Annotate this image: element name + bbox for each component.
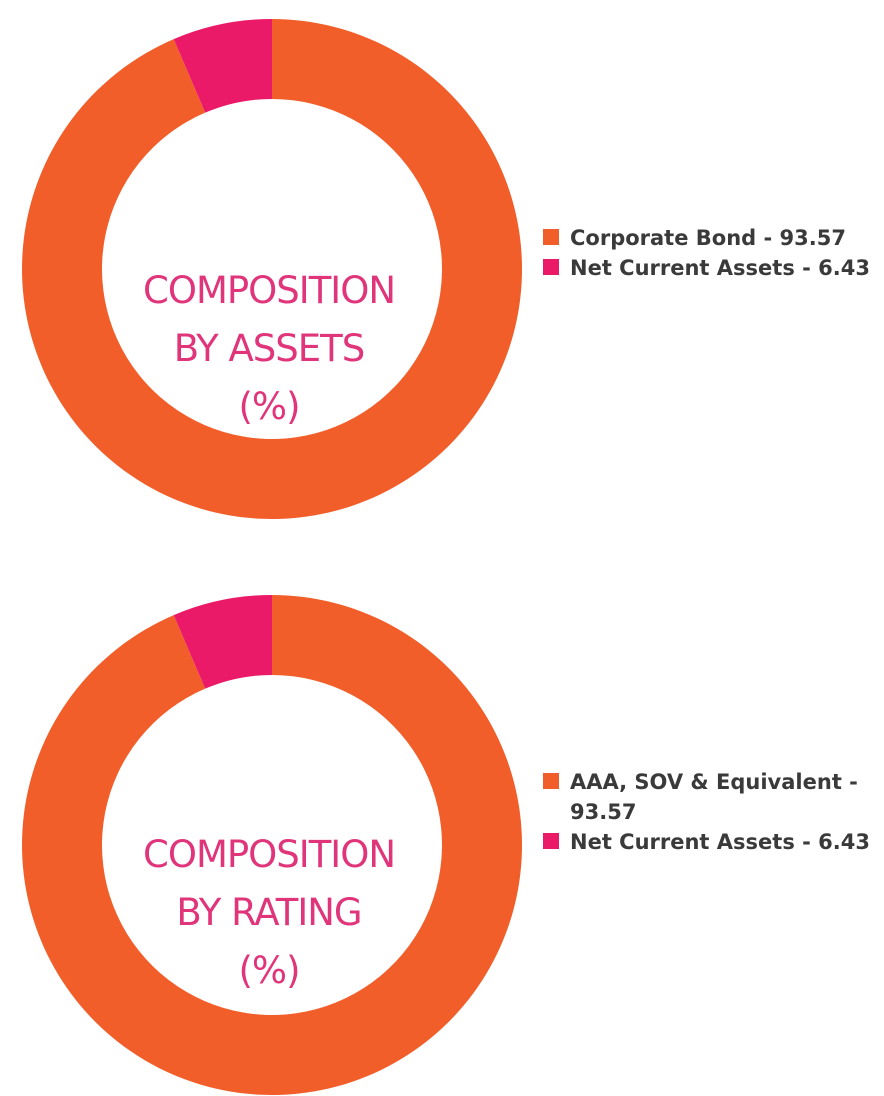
rating-title-line-3: (%) (238, 949, 300, 992)
legend-swatch-net-current-assets (543, 833, 559, 849)
legend-item-corporate-bond: Corporate Bond - 93.57 (543, 223, 873, 253)
composition-by-rating-chart: COMPOSITION BY RATING (%) AAA, SOV & Equ… (0, 576, 884, 1096)
legend-swatch-corporate-bond (543, 229, 559, 245)
assets-title-line-2: BY ASSETS (173, 327, 365, 370)
assets-donut (22, 19, 523, 520)
legend-label-corporate-bond: Corporate Bond - 93.57 (570, 226, 846, 250)
rating-legend: AAA, SOV & Equivalent - 93.57 Net Curren… (543, 767, 873, 857)
legend-label-net-current-assets: Net Current Assets - 6.43 (570, 256, 870, 280)
assets-slice-corporate-bond (22, 19, 523, 520)
legend-label-net-current-assets: Net Current Assets - 6.43 (570, 830, 870, 854)
rating-slice-net-current-assets (173, 595, 272, 689)
legend-swatch-aaa-sov-equivalent (543, 773, 559, 789)
legend-item-net-current-assets: Net Current Assets - 6.43 (543, 827, 873, 857)
assets-slice-net-current-assets (173, 19, 272, 113)
assets-legend: Corporate Bond - 93.57 Net Current Asset… (543, 223, 873, 283)
assets-title-line-1: COMPOSITION (142, 269, 396, 312)
legend-item-aaa-sov-equivalent: AAA, SOV & Equivalent - 93.57 (543, 767, 873, 827)
assets-title-line-3: (%) (238, 385, 300, 428)
composition-by-assets-chart: COMPOSITION BY ASSETS (%) Corporate Bond… (0, 0, 884, 520)
rating-title-line-1: COMPOSITION (142, 833, 396, 876)
assets-center-title: COMPOSITION BY ASSETS (%) (119, 262, 419, 436)
rating-donut (22, 595, 523, 1095)
legend-swatch-net-current-assets (543, 259, 559, 275)
rating-title-line-2: BY RATING (176, 891, 362, 934)
rating-slice-aaa-sov-equivalent (22, 595, 523, 1095)
legend-item-net-current-assets: Net Current Assets - 6.43 (543, 253, 873, 283)
legend-label-aaa-sov-equivalent: AAA, SOV & Equivalent - 93.57 (570, 770, 858, 824)
rating-center-title: COMPOSITION BY RATING (%) (119, 826, 419, 1000)
